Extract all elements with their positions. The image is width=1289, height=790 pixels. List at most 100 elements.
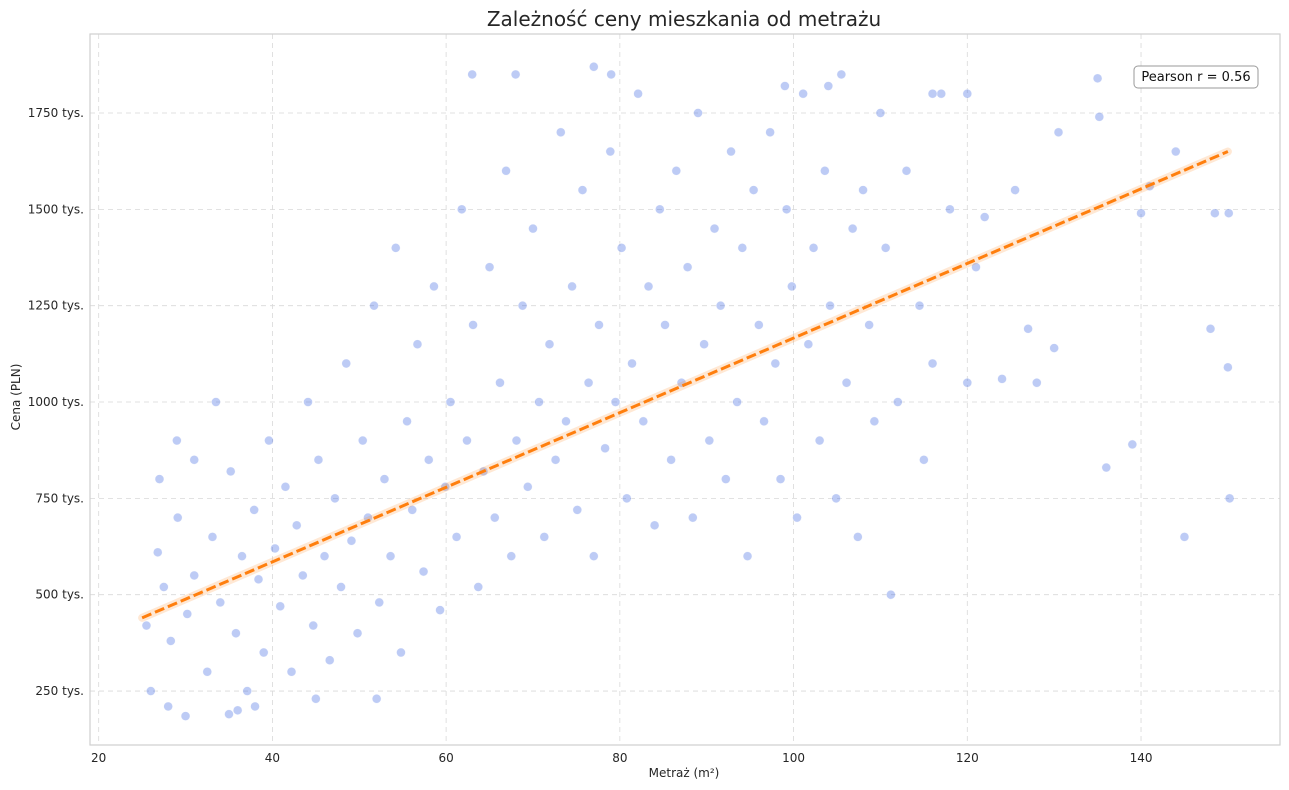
scatter-point — [202, 666, 213, 677]
scatter-point — [172, 512, 183, 523]
scatter-point — [1092, 73, 1103, 84]
scatter-point — [402, 416, 412, 427]
scatter-point — [945, 204, 955, 215]
scatter-point — [250, 701, 260, 712]
scatter-point — [225, 466, 236, 477]
scatter-point — [371, 693, 382, 704]
scatter-point — [1179, 532, 1190, 542]
scatter-point — [605, 146, 616, 157]
scatter-point — [704, 435, 715, 446]
scatter-point — [914, 300, 925, 311]
scatter-point — [141, 620, 152, 631]
scatter-point — [163, 701, 173, 712]
scatter-point — [346, 535, 357, 546]
y-axis-label: Cena (PLN) — [9, 364, 23, 431]
scatter-point — [544, 339, 555, 350]
scatter-point — [616, 243, 627, 253]
scatter-point — [715, 300, 726, 311]
scatter-point — [561, 416, 571, 427]
scatter-point — [583, 377, 594, 388]
x-tick-label: 100 — [782, 751, 805, 765]
scatter-point — [693, 108, 703, 118]
scatter-point — [550, 455, 561, 465]
scatter-point — [803, 339, 814, 350]
scatter-point — [330, 493, 340, 504]
scatter-point — [528, 223, 538, 234]
scatter-point — [748, 185, 759, 195]
scatter-point — [311, 693, 321, 704]
scatter-point — [853, 532, 863, 542]
scatter-point — [726, 146, 736, 157]
scatter-point — [467, 69, 477, 80]
scatter-point — [489, 512, 500, 523]
scatter-point — [146, 686, 156, 696]
scatter-point — [682, 262, 693, 272]
scatter-point — [336, 582, 346, 592]
y-tick-label: 750 tys. — [35, 491, 84, 505]
scatter-point — [627, 358, 637, 369]
scatter-point — [600, 443, 610, 454]
scatter-point — [258, 647, 269, 658]
scatter-point — [901, 166, 912, 176]
scatter-point — [780, 81, 790, 91]
scatter-point — [927, 358, 938, 369]
scatter-point — [319, 551, 330, 561]
scatter-point — [341, 358, 352, 369]
scatter-point — [152, 547, 163, 558]
scatter-point — [357, 435, 368, 446]
scatter-point — [765, 127, 775, 138]
scatter-point — [792, 512, 802, 523]
scatter-point — [275, 601, 286, 612]
scatter-point — [484, 262, 495, 272]
plot-frame — [89, 33, 1281, 746]
scatter-point — [555, 127, 566, 138]
y-tick-label: 1500 tys. — [28, 202, 84, 216]
scatter-points — [141, 61, 1235, 721]
scatter-point — [249, 505, 259, 515]
scatter-point — [1210, 208, 1220, 218]
scatter-point — [831, 493, 841, 504]
scatter-point — [215, 597, 226, 608]
scatter-point — [506, 551, 517, 561]
trendline-group — [138, 147, 1232, 622]
scatter-point — [1010, 185, 1020, 195]
scatter-point — [1023, 324, 1033, 334]
scatter-point — [303, 397, 313, 407]
grid — [90, 34, 1280, 745]
scatter-point — [732, 397, 742, 407]
scatter-point — [847, 223, 858, 234]
scatter-point — [572, 505, 583, 515]
scatter-point — [588, 61, 599, 72]
scatter-point — [242, 686, 253, 696]
scatter-point — [775, 474, 786, 484]
scatter-point — [189, 570, 200, 581]
scatter-point — [534, 397, 544, 407]
annotation-text: Pearson r = 0.56 — [1141, 70, 1250, 85]
scatter-point — [962, 377, 973, 388]
scatter-point — [919, 455, 929, 465]
scatter-point — [1224, 493, 1235, 504]
scatter-point — [825, 300, 835, 311]
trendline — [141, 150, 1229, 620]
y-tick-label: 1750 tys. — [28, 106, 84, 120]
scatter-point — [511, 435, 522, 446]
scatter-point — [759, 416, 769, 427]
scatter-point — [927, 88, 938, 99]
scatter-point — [606, 69, 616, 80]
scatter-point — [510, 69, 521, 80]
scatter-point — [1136, 208, 1146, 218]
scatter-point — [298, 570, 308, 581]
scatter-point — [588, 551, 599, 561]
scatter-point — [237, 551, 247, 561]
y-tick-label: 1000 tys. — [28, 395, 84, 409]
scatter-point — [660, 320, 670, 330]
scatter-point — [270, 543, 280, 554]
scatter-point — [232, 705, 243, 716]
scatter-point — [971, 262, 981, 272]
scatter-point — [594, 320, 604, 330]
scatter-point — [182, 609, 193, 619]
scatter-point — [886, 589, 896, 600]
scatter-point — [264, 435, 274, 446]
scatter-point — [737, 243, 748, 253]
